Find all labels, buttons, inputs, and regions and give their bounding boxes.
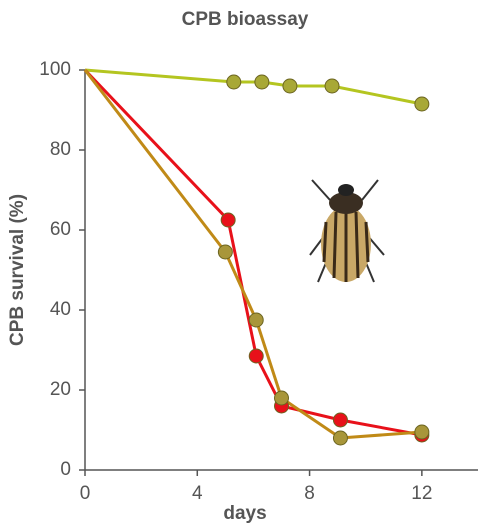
y-tick-label: 40 <box>50 299 71 320</box>
marker <box>274 390 289 406</box>
y-tick-label: 80 <box>50 139 71 160</box>
series-line <box>83 69 422 440</box>
marker <box>226 74 242 90</box>
x-tick-label: 12 <box>411 483 432 504</box>
y-tick-label: 100 <box>39 59 71 80</box>
beetle-image <box>309 179 385 283</box>
y-tick-label: 60 <box>50 219 71 240</box>
marker <box>332 430 348 446</box>
marker <box>414 424 430 440</box>
x-tick-label: 4 <box>192 483 203 504</box>
marker <box>220 212 236 228</box>
x-tick-label: 0 <box>80 483 91 504</box>
marker <box>332 412 348 428</box>
marker <box>324 78 340 94</box>
chart-title: CPB bioassay <box>182 9 309 30</box>
series-line <box>83 68 423 437</box>
marker <box>248 312 264 328</box>
marker <box>282 78 298 94</box>
marker <box>248 348 264 364</box>
x-tick-label: 8 <box>304 483 315 504</box>
marker <box>217 244 233 260</box>
y-axis-label: CPB survival (%) <box>7 194 28 346</box>
series-line <box>84 68 423 106</box>
marker <box>254 74 270 90</box>
marker <box>414 96 430 112</box>
x-axis-label: days <box>223 503 266 524</box>
y-tick-label: 0 <box>60 459 71 480</box>
y-tick-label: 20 <box>50 379 71 400</box>
